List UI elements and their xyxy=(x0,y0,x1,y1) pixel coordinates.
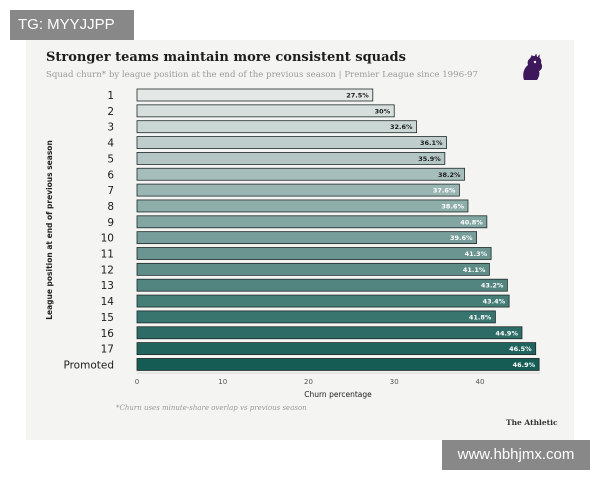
bar-8 xyxy=(136,199,469,213)
y-axis-label: League position at end of previous seaso… xyxy=(45,140,54,320)
watermark-bottom-right: www.hbhjmx.com xyxy=(442,440,590,470)
bar-value-label: 41.8% xyxy=(469,313,492,321)
x-tick-label: 30 xyxy=(390,378,399,386)
x-tick-label: 10 xyxy=(218,378,227,386)
category-label: 17 xyxy=(101,344,114,356)
category-label: 14 xyxy=(101,296,115,308)
bar-6 xyxy=(136,167,465,181)
bar-value-label: 27.5% xyxy=(346,92,369,100)
bar-15 xyxy=(136,310,496,324)
category-label: 13 xyxy=(101,280,114,292)
category-label: 4 xyxy=(107,138,114,150)
bar-5 xyxy=(136,151,446,165)
bar-10 xyxy=(136,231,477,245)
bar-value-label: 43.2% xyxy=(481,282,504,290)
bar-value-label: 37.6% xyxy=(433,187,456,195)
chart-subtitle: Squad churn* by league position at the e… xyxy=(46,70,478,80)
bar-2 xyxy=(136,104,395,118)
bar-value-label: 40.8% xyxy=(460,218,483,226)
bar-value-label: 35.9% xyxy=(418,155,441,163)
bar-value-label: 39.6% xyxy=(450,234,473,242)
bar-value-label: 38.2% xyxy=(438,171,461,179)
category-label: 16 xyxy=(101,328,115,340)
bar-value-label: 32.6% xyxy=(390,123,413,131)
watermark-top-left: TG: MYYJJPP xyxy=(10,10,134,40)
bar-7 xyxy=(136,183,460,197)
bar-value-label: 44.9% xyxy=(495,329,518,337)
bar-9 xyxy=(136,215,488,229)
source-credit: The Athletic xyxy=(506,418,558,427)
category-label: Promoted xyxy=(63,359,114,371)
category-label: 3 xyxy=(107,122,114,134)
bar-17 xyxy=(136,342,537,356)
category-label: 5 xyxy=(107,153,114,165)
bar-value-label: 30% xyxy=(375,107,391,115)
bar-4 xyxy=(136,136,447,149)
x-tick-label: 40 xyxy=(476,378,485,386)
x-ticks-layer: 0 10 20 30 40 xyxy=(135,378,485,386)
category-label: 12 xyxy=(101,264,114,276)
bar-value-label: 43.4% xyxy=(483,298,506,306)
bar-12 xyxy=(136,262,490,276)
category-label: 7 xyxy=(107,185,114,197)
bar-13 xyxy=(136,278,508,292)
category-label: 8 xyxy=(107,201,114,213)
bar-value-label: 46.5% xyxy=(509,345,532,353)
footnote: *Churn uses minute-share overlap vs prev… xyxy=(116,404,307,412)
bars-layer: 27.5% 1 30% 2 32.6% 3 36.1% 4 35.9% 5 38.2% 6 37.6% 7… xyxy=(63,88,540,371)
category-label: 6 xyxy=(107,169,114,181)
category-label: 10 xyxy=(101,233,114,245)
chart-title: Stronger teams maintain more consistent … xyxy=(46,50,406,65)
x-tick-label: 20 xyxy=(304,378,313,386)
premier-league-lion-icon xyxy=(523,54,543,80)
bar-11 xyxy=(136,247,492,260)
category-label: 2 xyxy=(107,106,114,118)
bar-16 xyxy=(136,326,523,340)
category-label: 1 xyxy=(107,90,114,102)
bar-promoted xyxy=(136,358,540,371)
category-label: 11 xyxy=(101,249,114,261)
x-axis-label: Churn percentage xyxy=(304,390,372,399)
bar-value-label: 36.1% xyxy=(420,139,443,147)
bar-1 xyxy=(136,88,374,102)
bar-3 xyxy=(136,120,417,134)
x-tick-label: 0 xyxy=(135,378,139,386)
bar-14 xyxy=(136,294,510,308)
bar-value-label: 41.1% xyxy=(463,266,486,274)
bar-value-label: 46.9% xyxy=(513,361,536,369)
bar-value-label: 38.6% xyxy=(441,202,464,210)
bar-value-label: 41.3% xyxy=(465,250,488,258)
category-label: 15 xyxy=(101,312,114,324)
category-label: 9 xyxy=(107,217,114,229)
